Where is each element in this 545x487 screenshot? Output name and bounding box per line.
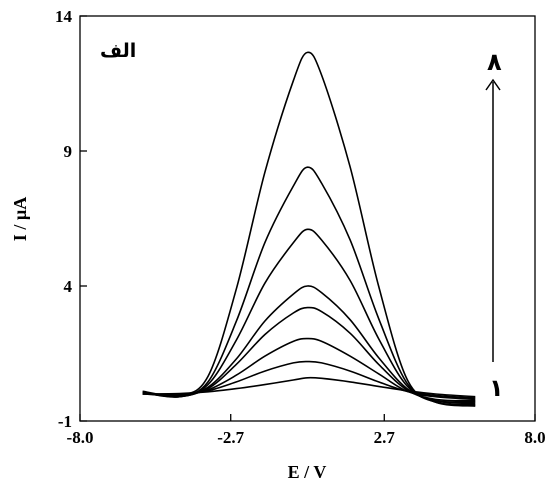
x-axis-ticks: -8.0 -2.7 2.7 8.0 xyxy=(67,414,545,447)
y-tick-label: 4 xyxy=(64,277,73,296)
curve-7 xyxy=(142,166,476,406)
curve-4 xyxy=(142,306,476,402)
curve-5 xyxy=(142,285,476,403)
x-tick-label: 8.0 xyxy=(524,428,545,447)
x-tick-label: -2.7 xyxy=(217,428,244,447)
y-axis-ticks: -1 4 9 14 xyxy=(55,7,87,431)
y-tick-label: -1 xyxy=(58,412,72,431)
y-axis-label: I / µA xyxy=(10,197,30,241)
x-axis-label: E / V xyxy=(288,462,327,482)
curve-label-top: ۸ xyxy=(487,48,502,76)
plot-frame xyxy=(79,15,536,422)
x-tick-label: 2.7 xyxy=(374,428,396,447)
y-tick-label: 14 xyxy=(55,7,73,26)
curve-8 xyxy=(142,51,476,407)
curve-3 xyxy=(142,337,476,401)
x-tick-label: -8.0 xyxy=(67,428,94,447)
trend-arrow-head xyxy=(485,78,501,91)
panel-label: الف xyxy=(100,40,136,62)
curve-6 xyxy=(142,228,476,405)
curve-label-bottom: ۱ xyxy=(489,374,504,402)
y-tick-label: 9 xyxy=(64,142,73,161)
curves xyxy=(142,51,476,407)
